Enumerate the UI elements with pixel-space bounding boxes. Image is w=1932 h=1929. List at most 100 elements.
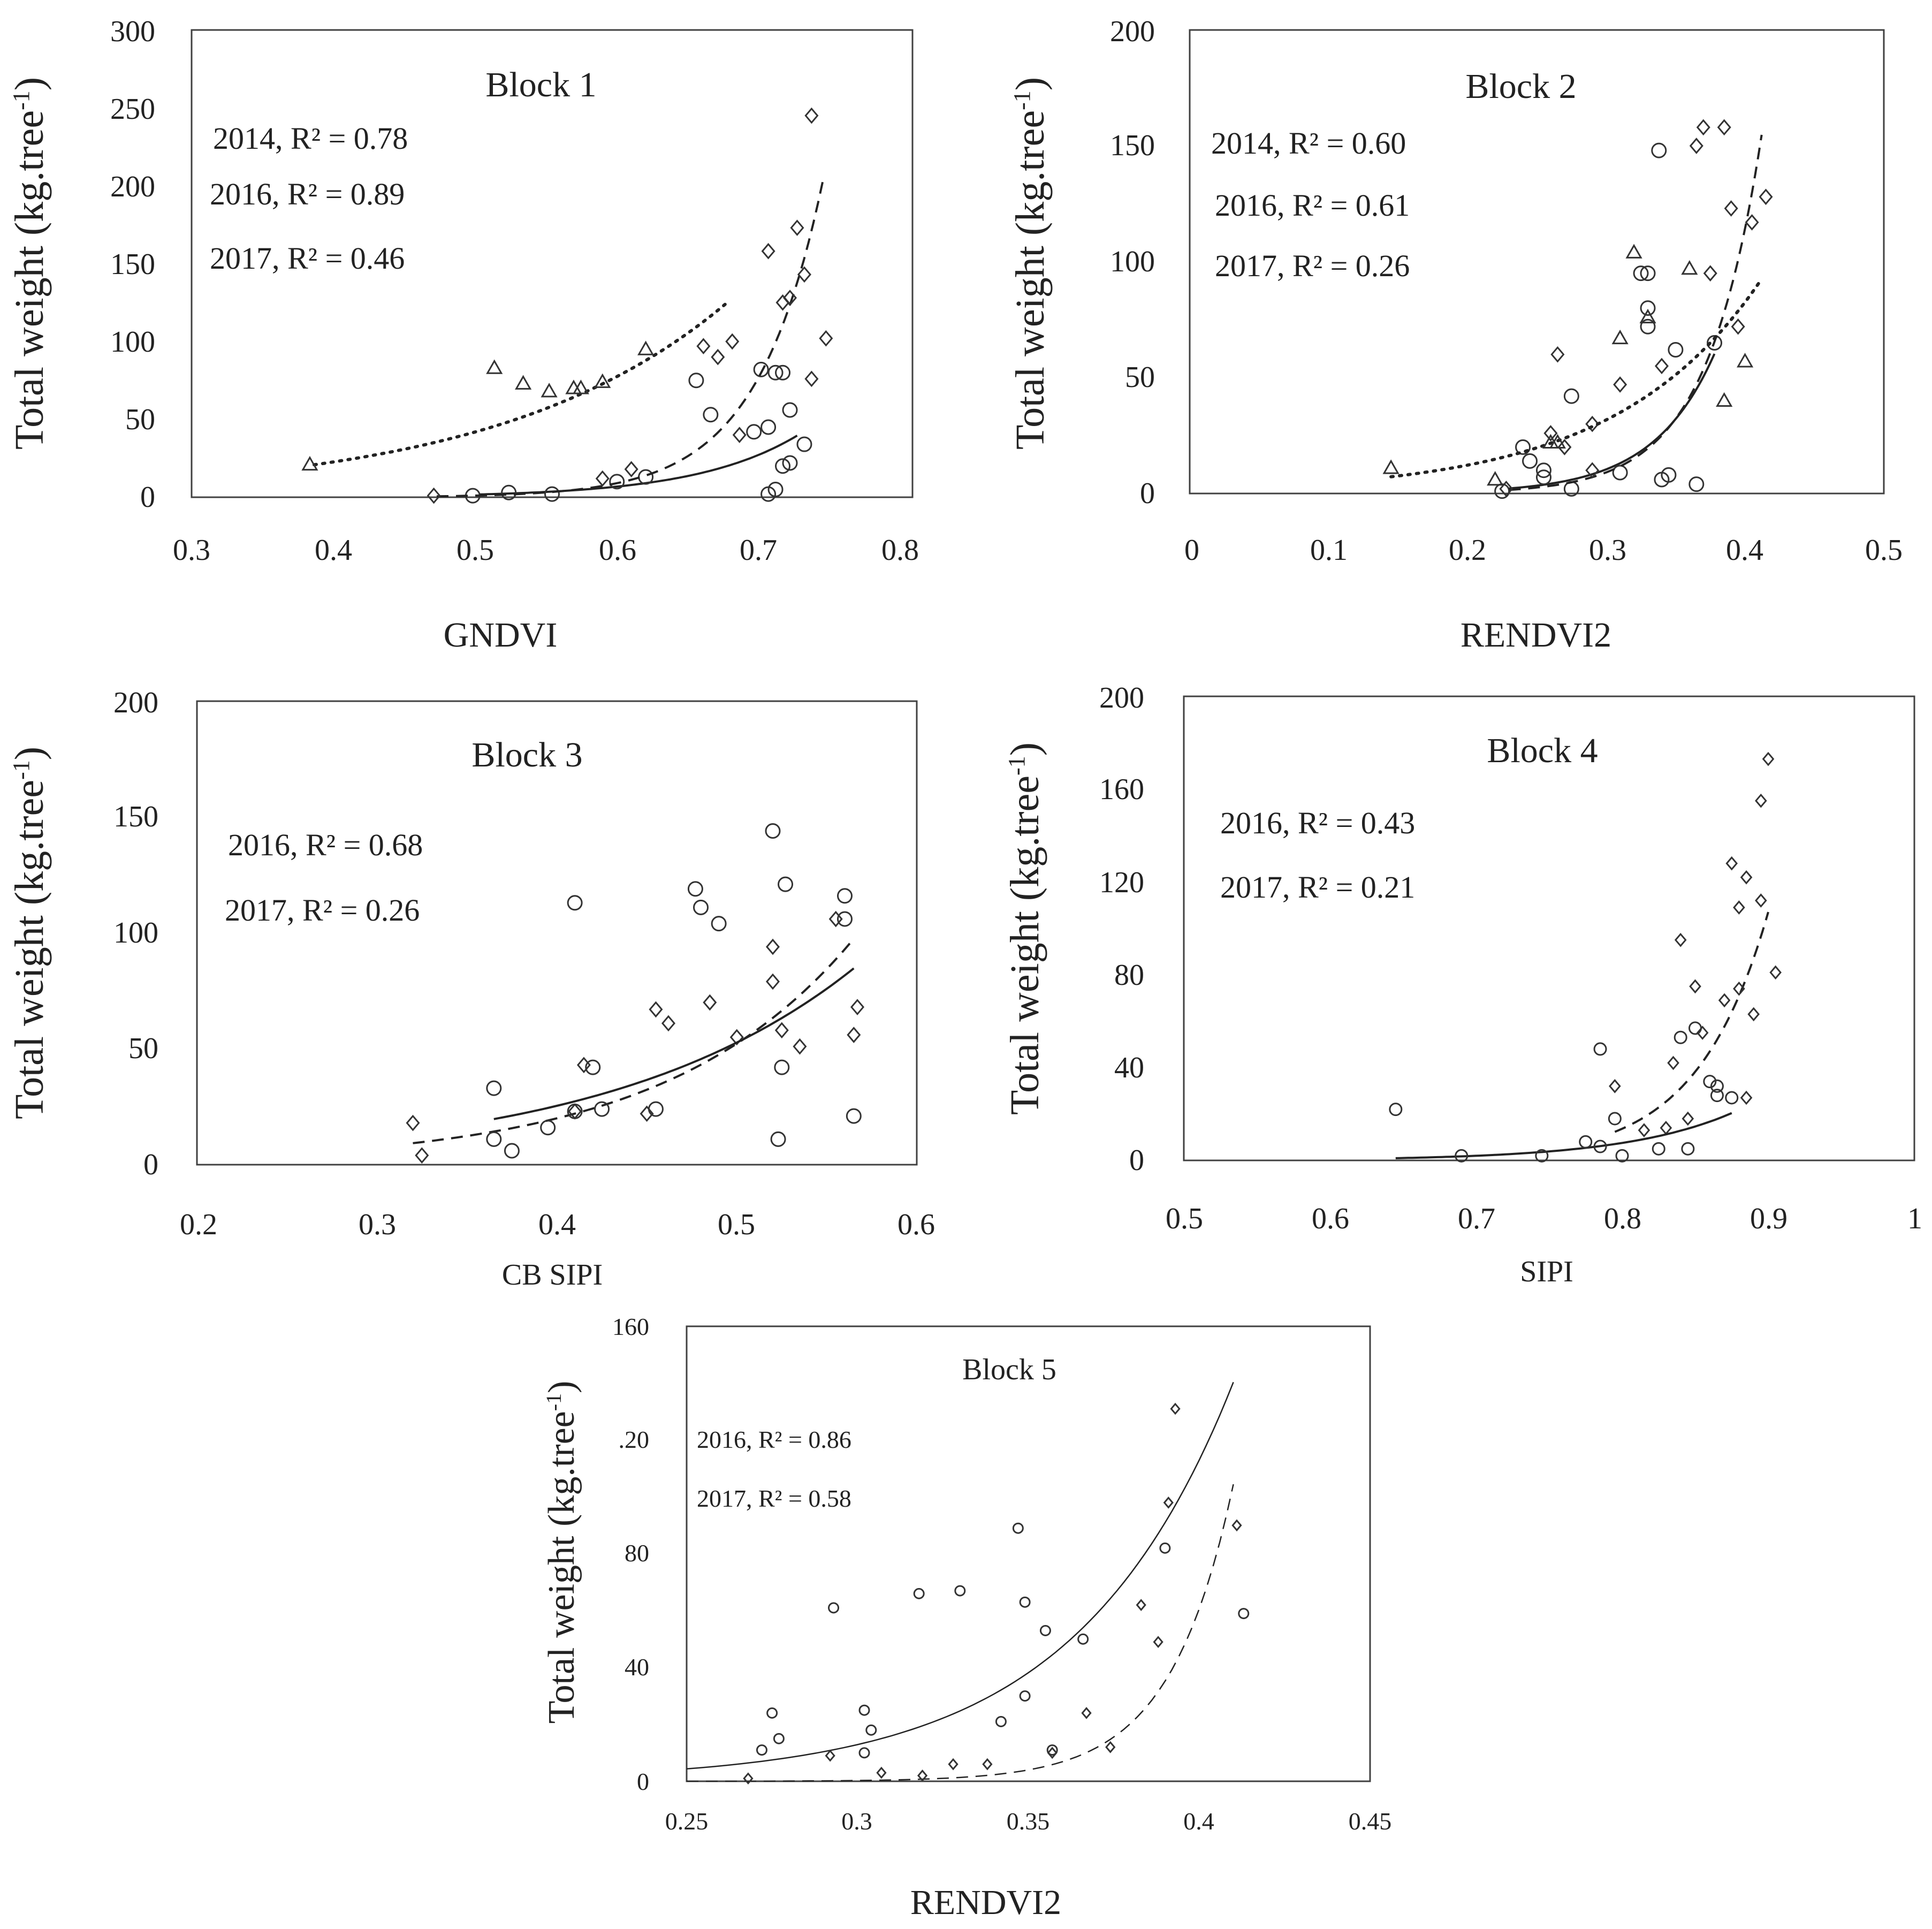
data-point-2016 xyxy=(624,461,638,477)
data-point-2016 xyxy=(1667,1055,1679,1070)
data-point-2016 xyxy=(1238,1608,1250,1620)
trendline-2017 xyxy=(1395,1112,1732,1159)
x-tick-label: 0.6 xyxy=(897,1208,935,1241)
data-point-2017 xyxy=(1163,1497,1174,1509)
y-tick-label: 80 xyxy=(1114,959,1144,992)
data-point-2016 xyxy=(1740,1090,1753,1105)
data-point-2016 xyxy=(1609,1079,1621,1093)
trendline-2016 xyxy=(413,938,855,1144)
y-axis-label: Total weight (kg.tree-1) xyxy=(7,747,52,1119)
chart-title: Block 3 xyxy=(471,735,582,774)
data-point-2016 xyxy=(1159,1542,1171,1554)
data-point-2016 xyxy=(1755,793,1767,808)
data-point-2014 xyxy=(1651,142,1667,158)
data-point-2016 xyxy=(804,370,819,388)
data-point-2017 xyxy=(637,340,655,355)
data-point-2014 xyxy=(782,455,798,471)
data-point-2016 xyxy=(790,219,804,236)
y-tick-label: 150 xyxy=(1110,129,1155,162)
data-point-2017 xyxy=(846,1108,862,1124)
data-point-2017 xyxy=(1681,1142,1695,1156)
data-point-2016 xyxy=(1682,1111,1694,1126)
data-point-2016 xyxy=(1674,932,1687,947)
data-point-2017 xyxy=(825,1749,835,1762)
data-point-2014 xyxy=(782,402,798,418)
x-tick-label: 0.5 xyxy=(457,534,494,567)
data-point-2016 xyxy=(1755,893,1767,908)
y-tick-label: 0 xyxy=(1129,1144,1144,1177)
trendline-2014 xyxy=(480,435,798,496)
data-point-2016 xyxy=(1718,993,1731,1008)
x-tick-label: 0.8 xyxy=(1604,1202,1641,1235)
data-point-2016 xyxy=(804,107,819,124)
data-point-2016 xyxy=(1759,188,1773,206)
data-point-2016 xyxy=(1740,870,1753,885)
data-point-2016 xyxy=(913,1588,925,1599)
y-tick-label: 200 xyxy=(1110,15,1155,48)
x-tick-label: 0.4 xyxy=(1183,1808,1214,1835)
data-point-2016 xyxy=(640,1105,654,1122)
data-point-2017 xyxy=(1549,434,1566,449)
data-point-2017 xyxy=(1231,1519,1242,1532)
data-point-2016 xyxy=(725,333,740,350)
data-point-2016 xyxy=(1012,1522,1024,1534)
data-point-2016 xyxy=(1762,751,1775,766)
data-point-2016 xyxy=(1733,981,1745,996)
data-points xyxy=(301,107,833,504)
data-point-2017 xyxy=(1535,1149,1549,1163)
y-tick-label: 300 xyxy=(110,15,155,48)
data-point-2016 xyxy=(1769,965,1782,980)
y-tick-label: 50 xyxy=(1125,361,1155,394)
data-point-2016 xyxy=(1696,119,1710,136)
data-point-2014 xyxy=(1535,462,1551,479)
data-point-2017 xyxy=(1105,1741,1116,1753)
data-point-2014 xyxy=(1707,335,1723,351)
data-point-2016 xyxy=(819,330,833,347)
data-point-2017 xyxy=(585,1059,601,1075)
y-tick-label: 50 xyxy=(125,403,155,436)
y-tick-label: 80 xyxy=(625,1539,649,1567)
data-point-2017 xyxy=(486,359,503,374)
r2-annotation: 2016, R² = 0.86 xyxy=(697,1426,851,1453)
y-tick-label: 40 xyxy=(1114,1051,1144,1084)
data-point-2017 xyxy=(1170,1402,1181,1415)
x-tick-label: 0.9 xyxy=(1750,1202,1788,1235)
data-point-2016 xyxy=(1543,425,1558,442)
x-tick-label: 0.5 xyxy=(1166,1202,1203,1235)
data-point-2014 xyxy=(688,373,704,389)
x-tick-label: 0.3 xyxy=(173,534,210,567)
data-point-2017 xyxy=(1153,1636,1163,1649)
trendline-2016 xyxy=(436,179,824,498)
data-point-2016 xyxy=(797,266,811,283)
y-tick-label: 100 xyxy=(110,325,155,359)
data-point-2014 xyxy=(1640,265,1656,282)
r2-annotation: 2017, R² = 0.21 xyxy=(1220,870,1415,905)
data-point-2014 xyxy=(775,364,791,381)
data-point-2016 xyxy=(732,427,747,443)
data-point-2016 xyxy=(595,470,610,487)
x-tick-label: 0 xyxy=(1184,534,1199,567)
data-point-2014 xyxy=(1522,453,1538,469)
data-point-2017 xyxy=(540,1120,556,1136)
data-point-2017 xyxy=(778,876,794,892)
data-point-2014 xyxy=(796,436,812,452)
data-point-2017 xyxy=(515,375,532,390)
data-point-2017 xyxy=(948,1758,959,1771)
y-tick-label: 150 xyxy=(113,800,158,833)
y-tick-label: 0 xyxy=(1140,477,1155,510)
data-point-2017 xyxy=(1716,392,1733,407)
data-point-2017 xyxy=(1710,1079,1724,1093)
data-point-2017 xyxy=(1625,244,1642,259)
data-point-2014 xyxy=(760,419,777,435)
data-point-2017 xyxy=(301,455,318,471)
data-point-2017 xyxy=(1737,353,1754,368)
x-tick-label: 0.4 xyxy=(538,1208,576,1241)
x-tick-label: 0.8 xyxy=(881,534,919,567)
data-point-2016 xyxy=(1550,346,1565,363)
x-tick-label: 0.5 xyxy=(1865,534,1903,567)
y-axis-label: Total weight (kg.tree-1) xyxy=(541,1381,582,1724)
x-tick-label: 0.25 xyxy=(665,1808,709,1835)
data-point-2016 xyxy=(1717,119,1731,136)
data-point-2014 xyxy=(1633,265,1649,282)
data-point-2017 xyxy=(1136,1599,1146,1611)
